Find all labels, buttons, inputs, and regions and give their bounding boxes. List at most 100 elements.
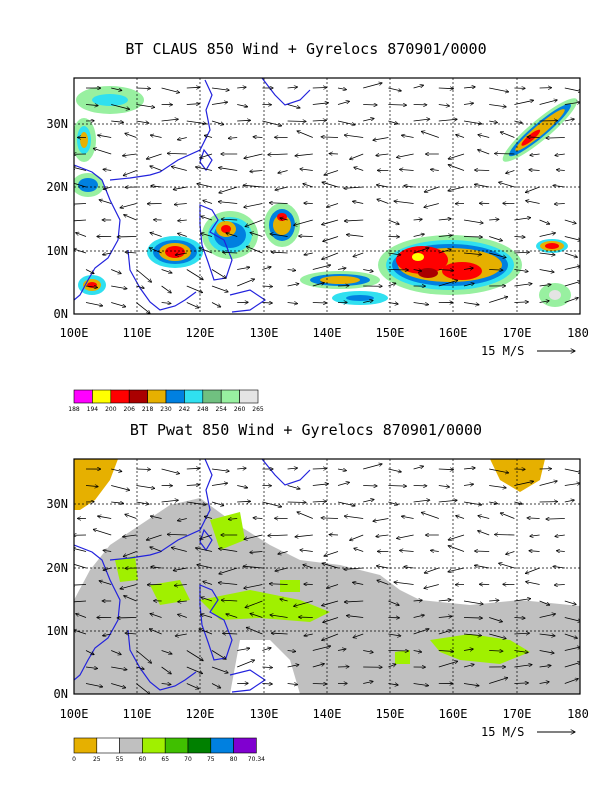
lon-label: 100E xyxy=(60,707,89,721)
wind-arrow xyxy=(388,600,399,605)
colorbar-label: 218 xyxy=(142,406,154,413)
wind-arrow xyxy=(228,138,238,139)
wind-arrow xyxy=(438,500,457,502)
wind-arrow xyxy=(438,486,450,488)
wind-arrow xyxy=(262,684,272,685)
wind-arrow xyxy=(173,186,187,190)
wind-arrow xyxy=(211,120,224,125)
wind-arrow xyxy=(211,650,226,660)
wind-arrow xyxy=(312,664,325,668)
wind-arrow xyxy=(150,135,162,138)
wind-arrow xyxy=(539,481,558,486)
wind-arrow xyxy=(237,279,254,287)
wind-arrow xyxy=(438,270,454,271)
wind-arrow xyxy=(85,269,94,274)
colorbar-label: 254 xyxy=(215,406,227,413)
wind-arrow xyxy=(388,634,400,636)
wind-arrow xyxy=(326,584,339,589)
wind-arrow xyxy=(253,137,263,138)
wind-arrow xyxy=(438,630,451,635)
wind-arrow xyxy=(337,88,346,90)
lat-label: 0N xyxy=(54,687,68,701)
wind-arrow xyxy=(161,666,172,674)
wind-arrow xyxy=(223,252,238,253)
wind-arrow xyxy=(397,153,414,157)
wind-arrow xyxy=(211,269,226,279)
lat-label: 10N xyxy=(46,244,68,258)
wind-arrow xyxy=(438,219,451,220)
wind-arrow xyxy=(186,666,203,674)
wind-arrow xyxy=(539,269,555,273)
wind-arrow xyxy=(269,203,288,204)
wind-arrow xyxy=(76,233,87,237)
wind-arrow xyxy=(456,135,465,138)
wind-arrow xyxy=(463,219,483,223)
wind-arrow xyxy=(103,550,112,551)
colorbar-label: 200 xyxy=(105,406,117,413)
wind-arrow xyxy=(228,519,238,520)
wind-arrow xyxy=(161,650,172,655)
wind-arrow xyxy=(377,199,389,204)
wind-arrow xyxy=(526,201,540,204)
lat-label: 20N xyxy=(46,180,68,194)
wind-arrow xyxy=(376,566,389,568)
wind-arrow xyxy=(344,601,364,602)
wind-arrow xyxy=(438,119,457,121)
colorbar-swatch xyxy=(73,389,93,404)
wind-arrow xyxy=(111,302,126,307)
wind-arrow xyxy=(354,167,364,171)
wind-arrow xyxy=(413,600,423,601)
wind-arrow xyxy=(413,119,430,121)
wind-arrow xyxy=(161,684,171,685)
wind-arrow xyxy=(98,135,112,138)
lon-label: 180 xyxy=(567,707,589,721)
wind-arrow xyxy=(344,568,364,569)
wind-arrow xyxy=(463,484,473,485)
wind-arrow xyxy=(394,201,414,204)
wind-arrow xyxy=(161,119,179,121)
wind-arrow xyxy=(413,302,429,305)
wind-arrow xyxy=(413,629,429,635)
lat-label: 30N xyxy=(46,117,68,131)
wind-arrow xyxy=(489,219,499,220)
wind-arrow xyxy=(262,648,271,651)
wind-arrow xyxy=(136,667,144,669)
wind-arrow xyxy=(337,501,355,506)
wind-arrow xyxy=(337,120,355,125)
wind-arrow xyxy=(388,105,406,106)
wind-arrow xyxy=(237,87,246,88)
wind-arrow xyxy=(529,551,540,552)
wind-arrow xyxy=(527,137,540,138)
wind-arrow xyxy=(178,233,187,237)
wind-arrow xyxy=(74,630,87,635)
wind-arrow xyxy=(438,600,451,601)
wind-arrow xyxy=(346,616,364,618)
colorbar-label: 242 xyxy=(179,406,191,413)
wind-arrow xyxy=(322,219,339,225)
wind-arrow xyxy=(287,468,298,469)
wind-arrow xyxy=(397,534,414,538)
wind-arrow xyxy=(85,667,98,669)
wind-arrow xyxy=(297,512,313,519)
lon-label: 130E xyxy=(250,707,279,721)
wind-arrow xyxy=(400,169,414,170)
wind-arrow xyxy=(136,502,149,504)
wind-arrow xyxy=(268,535,288,536)
wind-arrow xyxy=(312,103,329,105)
wind-arrow xyxy=(297,131,313,138)
wind-arrow xyxy=(413,615,425,618)
wind-arrow xyxy=(373,137,389,141)
wind-arrow xyxy=(388,283,395,287)
wind-arrow xyxy=(438,651,454,652)
wind-arrow xyxy=(556,551,565,552)
wind-arrow xyxy=(85,286,98,288)
wind-arrow xyxy=(438,235,452,236)
wind-arrow xyxy=(243,185,263,187)
wind-arrow xyxy=(312,646,331,651)
colorbar-label: 265 xyxy=(252,406,264,413)
wind-arrow xyxy=(539,600,550,605)
wind-arrow xyxy=(76,614,87,618)
graticule xyxy=(74,78,580,314)
wind-arrow xyxy=(363,300,373,302)
wind-arrow xyxy=(564,500,575,502)
